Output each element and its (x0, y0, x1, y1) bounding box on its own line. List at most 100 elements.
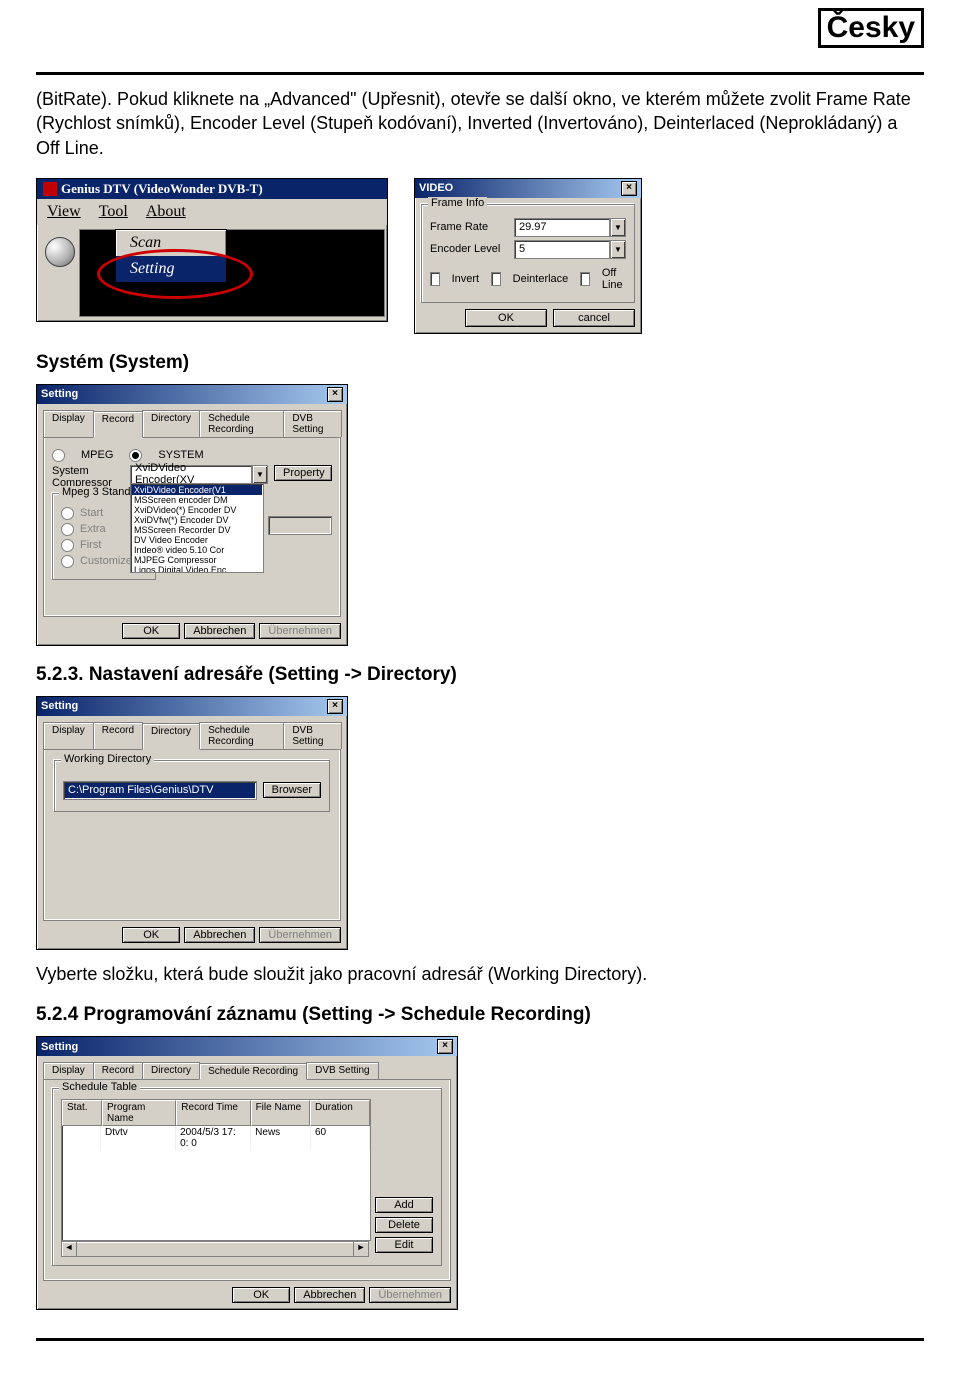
apply-button[interactable]: Übernehmen (369, 1287, 451, 1303)
list-item[interactable]: Ligos Digital Video Enc (132, 565, 262, 573)
mpeg-opt-label: Start (80, 507, 103, 519)
mpeg-opt-radio[interactable] (61, 523, 74, 536)
tab-directory[interactable]: Directory (142, 410, 200, 437)
browse-button[interactable]: Browser (263, 782, 321, 798)
offline-checkbox[interactable] (580, 272, 590, 286)
tab-directory[interactable]: Directory (142, 1062, 200, 1079)
setting-title: Setting (41, 700, 78, 712)
setting-tabs: Display Record Directory Schedule Record… (43, 722, 341, 750)
list-item[interactable]: MJPEG Compressor (132, 555, 262, 565)
close-icon[interactable]: × (327, 699, 343, 714)
dropdown-setting[interactable]: Setting (116, 256, 226, 282)
tab-schedule[interactable]: Schedule Recording (199, 1063, 307, 1080)
edit-button[interactable]: Edit (375, 1237, 433, 1253)
tab-display[interactable]: Display (43, 722, 94, 749)
tool-dropdown: Scan Setting (115, 229, 227, 283)
schedule-table[interactable]: Stat. Program Name Record Time File Name… (61, 1099, 371, 1241)
sys-comp-field[interactable]: XviDVideo Encoder(XV (130, 465, 252, 484)
setting-title: Setting (41, 1041, 78, 1053)
ok-button[interactable]: OK (232, 1287, 290, 1303)
section-system-heading: Systém (System) (36, 352, 924, 374)
scroll-left-icon[interactable]: ◄ (62, 1242, 77, 1256)
mpeg-opt-radio[interactable] (61, 539, 74, 552)
apply-button[interactable]: Übernehmen (259, 927, 341, 943)
directory-paragraph: Vyberte složku, která bude sloužit jako … (36, 962, 924, 986)
offline-label: Off Line (602, 267, 626, 291)
table-row[interactable]: Dtvtv 2004/5/3 17: 0: 0 News 60 (62, 1126, 370, 1150)
col-dur[interactable]: Duration (310, 1100, 370, 1126)
col-program[interactable]: Program Name (102, 1100, 176, 1126)
menu-tool[interactable]: Tool (99, 203, 128, 221)
top-rule (36, 72, 924, 75)
ok-button[interactable]: OK (465, 309, 547, 327)
schedule-table-legend: Schedule Table (59, 1081, 140, 1093)
tab-dvb[interactable]: DVB Setting (283, 410, 342, 437)
apply-button[interactable]: Übernehmen (259, 623, 341, 639)
chevron-down-icon[interactable]: ▼ (610, 218, 626, 237)
path-field[interactable]: C:\Program Files\Genius\DTV (63, 781, 257, 800)
video-dialog-title: VIDEO (419, 182, 453, 194)
tab-display[interactable]: Display (43, 1062, 94, 1079)
list-item[interactable]: MSScreen Recorder DV (132, 525, 262, 535)
frame-info-group: Frame Info Frame Rate 29.97 ▼ Encoder Le… (421, 204, 635, 303)
col-time[interactable]: Record Time (176, 1100, 250, 1126)
tab-record[interactable]: Record (93, 722, 143, 749)
close-icon[interactable]: × (437, 1039, 453, 1054)
app-menubar: View Tool About (37, 199, 387, 225)
close-icon[interactable]: × (621, 181, 637, 196)
encoder-level-field[interactable]: 5 (514, 240, 610, 259)
tab-display[interactable]: Display (43, 410, 94, 437)
tab-dvb[interactable]: DVB Setting (306, 1062, 378, 1079)
list-item[interactable]: MSScreen encoder DM (132, 495, 262, 505)
invert-checkbox[interactable] (430, 272, 440, 286)
chevron-down-icon[interactable]: ▼ (252, 465, 268, 484)
tab-schedule[interactable]: Schedule Recording (199, 410, 284, 437)
add-button[interactable]: Add (375, 1197, 433, 1213)
close-icon[interactable]: × (327, 387, 343, 402)
encoder-listbox[interactable]: XviDVideo Encoder(V1 MSScreen encoder DM… (130, 483, 264, 573)
cancel-button[interactable]: Abbrechen (184, 927, 255, 943)
app-window: Genius DTV (VideoWonder DVB-T) View Tool… (36, 178, 388, 322)
list-item[interactable]: DV Video Encoder (132, 535, 262, 545)
menu-about[interactable]: About (146, 203, 186, 221)
intro-paragraph: (BitRate). Pokud kliknete na „Advanced" … (36, 87, 924, 160)
chevron-down-icon[interactable]: ▼ (610, 240, 626, 259)
setting-title: Setting (41, 388, 78, 400)
list-item[interactable]: XviDVideo Encoder(V1 (132, 485, 262, 495)
mpeg-opt-radio[interactable] (61, 507, 74, 520)
cancel-button[interactable]: Abbrechen (294, 1287, 365, 1303)
list-item[interactable]: XviDVideo(*) Encoder DV (132, 505, 262, 515)
system-radio[interactable] (129, 449, 142, 462)
property-button[interactable]: Property (274, 465, 332, 481)
list-item[interactable]: Indeo® video 5.10 Cor (132, 545, 262, 555)
scroll-right-icon[interactable]: ► (353, 1242, 368, 1256)
ok-button[interactable]: OK (122, 623, 180, 639)
app-titlebar: Genius DTV (VideoWonder DVB-T) (37, 179, 387, 199)
list-item[interactable]: XviDVfw(*) Encoder DV (132, 515, 262, 525)
tab-directory[interactable]: Directory (142, 723, 200, 750)
tuner-knob[interactable] (45, 237, 75, 267)
mpeg-radio[interactable] (52, 449, 65, 462)
bitrate-unit (268, 516, 332, 535)
delete-button[interactable]: Delete (375, 1217, 433, 1233)
cell-program: Dtvtv (101, 1126, 176, 1150)
cell-dur: 60 (311, 1126, 370, 1150)
frame-rate-field[interactable]: 29.97 (514, 218, 610, 237)
tab-record[interactable]: Record (93, 411, 143, 438)
tab-dvb[interactable]: DVB Setting (283, 722, 342, 749)
deinterlace-checkbox[interactable] (491, 272, 501, 286)
setting-tabs: Display Record Directory Schedule Record… (43, 410, 341, 438)
ok-button[interactable]: OK (122, 927, 180, 943)
dropdown-scan[interactable]: Scan (116, 230, 226, 256)
mpeg-opt-radio[interactable] (61, 555, 74, 568)
cancel-button[interactable]: Abbrechen (184, 623, 255, 639)
tab-schedule[interactable]: Schedule Recording (199, 722, 284, 749)
col-stat[interactable]: Stat. (62, 1100, 102, 1126)
bottom-rule (36, 1338, 924, 1341)
menu-view[interactable]: View (47, 203, 81, 221)
tab-record[interactable]: Record (93, 1062, 143, 1079)
col-file[interactable]: File Name (251, 1100, 310, 1126)
setting-schedule-dialog: Setting × Display Record Directory Sched… (36, 1036, 458, 1310)
cancel-button[interactable]: cancel (553, 309, 635, 327)
cell-time: 2004/5/3 17: 0: 0 (176, 1126, 251, 1150)
